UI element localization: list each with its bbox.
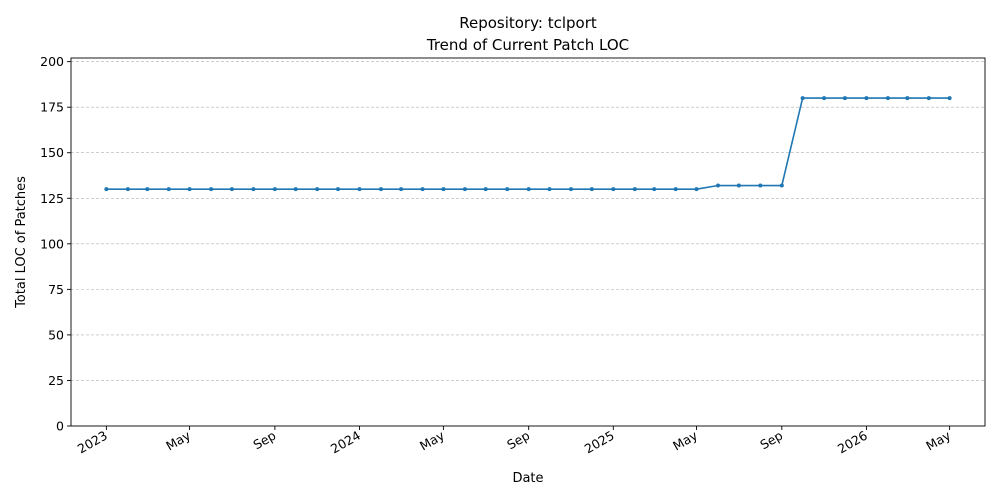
data-point: [293, 187, 298, 192]
x-axis-ticks: 2023 May Sep 2024 May Sep 2025 May Sep 2026 May: [75, 426, 954, 457]
data-point: [526, 187, 531, 192]
data-point: [399, 187, 404, 192]
x-tick-label: Sep: [250, 428, 278, 453]
data-point: [462, 187, 467, 192]
chart-subtitle: Trend of Current Patch LOC: [426, 36, 629, 54]
series-line: [106, 97, 950, 190]
data-point: [505, 187, 510, 192]
data-point: [315, 187, 320, 192]
data-point: [632, 187, 637, 192]
y-tick-label: 50: [48, 327, 64, 342]
data-point: [885, 96, 890, 101]
x-tick-label: May: [670, 427, 700, 453]
data-point: [947, 96, 952, 101]
data-point: [272, 187, 277, 192]
x-tick-label: 2024: [328, 428, 363, 457]
data-point: [209, 187, 214, 192]
data-point: [378, 187, 383, 192]
y-axis-ticks: 0 25 50 75 100 125 150 175 200: [40, 54, 71, 434]
data-point: [842, 96, 847, 101]
data-point: [864, 96, 869, 101]
data-point: [779, 183, 784, 188]
data-point: [758, 183, 763, 188]
x-tick-label: Sep: [504, 428, 532, 453]
x-axis-label: Date: [512, 471, 543, 486]
data-point: [420, 187, 425, 192]
y-tick-label: 75: [48, 282, 64, 297]
x-tick-label: May: [417, 427, 447, 453]
data-point: [905, 96, 910, 101]
data-point: [673, 187, 678, 192]
x-tick-label: May: [923, 427, 953, 453]
x-tick-label: 2025: [582, 428, 617, 457]
x-tick-label: 2026: [835, 428, 870, 457]
y-axis-label: Total LOC of Patches: [14, 176, 29, 309]
data-point: [166, 187, 171, 192]
data-point: [736, 183, 741, 188]
data-point: [716, 183, 721, 188]
data-point: [822, 96, 827, 101]
data-point: [694, 187, 699, 192]
x-tick-label: 2023: [75, 428, 110, 457]
data-point: [589, 187, 594, 192]
data-point: [441, 187, 446, 192]
gridlines: [71, 61, 985, 381]
data-point: [229, 187, 234, 192]
data-point: [251, 187, 256, 192]
x-tick-label: Sep: [757, 428, 785, 453]
y-tick-label: 125: [40, 191, 64, 206]
data-point: [926, 96, 931, 101]
y-tick-label: 0: [56, 419, 64, 434]
x-tick-label: May: [163, 427, 193, 453]
data-point: [357, 187, 362, 192]
data-point: [335, 187, 340, 192]
series-points: [104, 96, 952, 192]
data-point: [145, 187, 150, 192]
y-tick-label: 100: [40, 236, 64, 251]
y-tick-label: 150: [40, 145, 64, 160]
data-point: [800, 96, 805, 101]
data-point: [652, 187, 657, 192]
plot-frame: [70, 57, 986, 427]
y-tick-label: 175: [40, 100, 64, 115]
chart-title: Repository: tclport: [459, 14, 597, 32]
data-point: [568, 187, 573, 192]
y-tick-label: 25: [48, 373, 64, 388]
data-point: [104, 187, 109, 192]
data-point: [125, 187, 130, 192]
data-point: [187, 187, 192, 192]
y-tick-label: 200: [40, 54, 64, 69]
data-point: [611, 187, 616, 192]
data-point: [483, 187, 488, 192]
data-point: [547, 187, 552, 192]
